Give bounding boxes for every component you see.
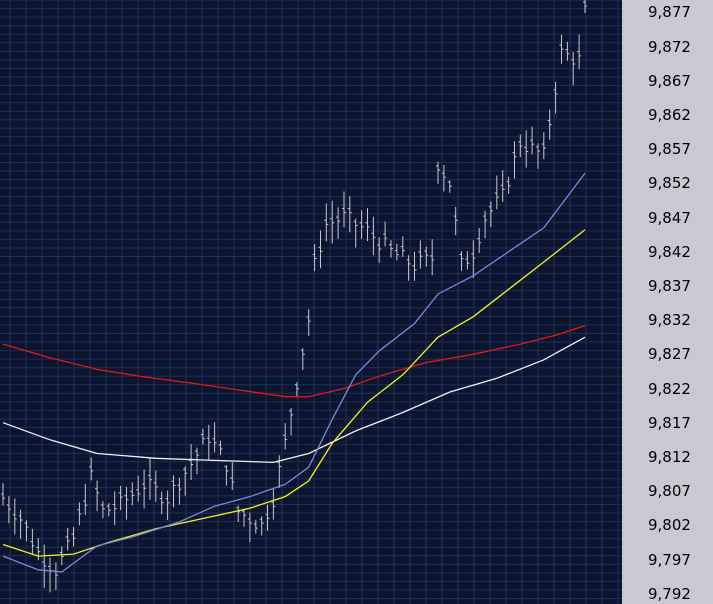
y-tick-label: 9,877 [648, 3, 691, 21]
y-tick-label: 9,817 [648, 414, 691, 432]
y-tick-label: 9,792 [648, 585, 691, 603]
y-tick-label: 9,812 [648, 448, 691, 466]
y-tick-label: 9,842 [648, 243, 691, 261]
y-tick-label: 9,857 [648, 140, 691, 158]
y-tick-label: 9,797 [648, 551, 691, 569]
y-tick-label: 9,847 [648, 209, 691, 227]
y-tick-label: 9,867 [648, 72, 691, 90]
y-tick-label: 9,837 [648, 277, 691, 295]
y-tick-label: 9,822 [648, 380, 691, 398]
y-tick-label: 9,807 [648, 482, 691, 500]
y-tick-label: 9,872 [648, 38, 691, 56]
plot-area[interactable] [0, 0, 622, 604]
y-tick-label: 9,852 [648, 174, 691, 192]
y-tick-label: 9,832 [648, 311, 691, 329]
y-tick-label: 9,862 [648, 106, 691, 124]
price-axis[interactable]: 9,877 9,872 9,867 9,862 9,857 9,852 9,847 9,842… [622, 0, 713, 604]
y-tick-label: 9,802 [648, 516, 691, 534]
y-tick-label: 9,827 [648, 345, 691, 363]
